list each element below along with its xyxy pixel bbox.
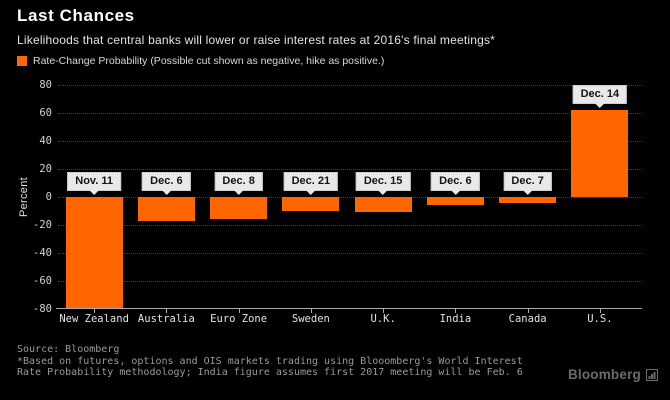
footnote-line-2: Rate Probability methodology; India figu…	[17, 367, 523, 378]
bar-sweden	[282, 197, 340, 211]
y-tick-label-0: 0	[45, 191, 52, 203]
gridline-60	[58, 113, 642, 114]
callout-pointer-icon	[378, 190, 389, 195]
bloomberg-logo: Bloomberg	[568, 367, 658, 382]
x-tick-u-s	[599, 309, 601, 313]
callout-pointer-icon	[89, 190, 100, 195]
date-callout-new-zealand: Nov. 11	[67, 172, 121, 195]
gridline-20	[58, 169, 642, 170]
date-callout-india: Dec. 6	[431, 172, 480, 195]
y-tick-label-40: 40	[39, 135, 52, 147]
gridline-40	[58, 141, 642, 142]
x-category-label-euro-zone: Euro Zone	[210, 313, 268, 325]
x-tick-euro-zone	[238, 309, 240, 313]
bar-india	[426, 197, 484, 206]
bloomberg-logo-text: Bloomberg	[567, 367, 641, 382]
callout-pointer-icon	[450, 190, 461, 195]
y-axis-title: Percent	[18, 176, 30, 218]
y-tick-label-80: 80	[39, 79, 52, 91]
legend: Rate-Change Probability (Possible cut sh…	[17, 55, 384, 67]
callout-pointer-icon	[233, 190, 244, 195]
callout-pointer-icon	[161, 190, 172, 195]
bloomberg-chart-icon	[646, 368, 658, 381]
x-category-label-u-k: U.K.	[370, 313, 396, 325]
gridline--40	[58, 253, 642, 254]
x-tick-india	[455, 309, 457, 313]
x-tick-u-k	[383, 309, 385, 313]
legend-label: Rate-Change Probability (Possible cut sh…	[33, 55, 385, 67]
date-callout-label: Nov. 11	[67, 172, 121, 191]
date-callout-label: Dec. 14	[572, 85, 628, 105]
legend-swatch-icon	[17, 56, 27, 66]
bar-u-k	[354, 197, 412, 213]
gridline-80	[58, 85, 642, 86]
date-callout-canada: Dec. 7	[503, 172, 552, 195]
callout-pointer-icon	[594, 103, 605, 109]
x-category-label-canada: Canada	[508, 313, 547, 325]
x-category-label-u-s: U.S.	[587, 313, 613, 325]
date-callout-australia: Dec. 6	[142, 172, 191, 195]
chart-footnotes: Source: Bloomberg *Based on futures, opt…	[17, 344, 523, 379]
gridline--20	[58, 225, 642, 226]
x-category-label-new-zealand: New Zealand	[59, 313, 129, 325]
bar-chart-plot-area: Percent 80 60 40 20 0 -20 -40 -60 -80 Nov. 11 New …	[18, 79, 642, 325]
date-callout-u-k: Dec. 15	[355, 172, 411, 195]
date-callout-sweden: Dec. 21	[283, 172, 339, 195]
gridline--60	[58, 281, 642, 282]
gridline-0	[58, 197, 642, 198]
chart-subtitle: Likelihoods that central banks will lowe…	[17, 33, 496, 47]
date-callout-label: Dec. 6	[431, 172, 480, 191]
source-text: Source: Bloomberg	[17, 344, 120, 355]
date-callout-label: Dec. 8	[214, 172, 263, 191]
bar-euro-zone	[210, 197, 268, 220]
y-tick-label-60: 60	[39, 107, 52, 119]
date-callout-label: Dec. 6	[142, 172, 191, 191]
x-category-label-sweden: Sweden	[291, 313, 330, 325]
date-callout-euro-zone: Dec. 8	[214, 172, 263, 195]
date-callout-label: Dec. 21	[283, 172, 339, 191]
y-tick-label--80: -80	[33, 303, 52, 315]
date-callout-label: Dec. 15	[355, 172, 411, 191]
x-tick-canada	[527, 309, 529, 313]
date-callout-u-s: Dec. 14	[572, 85, 628, 109]
x-tick-australia	[166, 309, 168, 313]
callout-pointer-icon	[305, 190, 316, 195]
y-tick-label-20: 20	[39, 163, 52, 175]
bar-australia	[137, 197, 195, 221]
x-axis-line	[56, 308, 642, 309]
y-tick-label--40: -40	[33, 247, 52, 259]
bar-u-s	[571, 110, 629, 197]
x-tick-sweden	[310, 309, 312, 313]
y-tick-label--20: -20	[33, 219, 52, 231]
date-callout-label: Dec. 7	[503, 172, 552, 191]
bar-canada	[499, 197, 557, 203]
x-category-label-australia: Australia	[137, 313, 195, 325]
x-category-label-india: India	[439, 313, 472, 325]
callout-pointer-icon	[522, 190, 533, 195]
y-tick-label--60: -60	[33, 275, 52, 287]
page-title: Last Chances	[17, 6, 135, 25]
footnote-line-1: *Based on futures, options and OIS marke…	[17, 355, 523, 367]
x-tick-new-zealand	[94, 309, 96, 313]
bar-new-zealand	[65, 197, 123, 308]
